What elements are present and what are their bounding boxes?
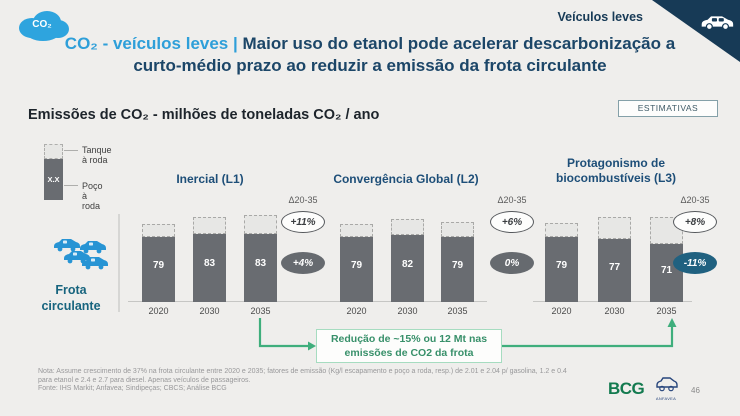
bar-value-label: 82 [401,259,414,270]
footnote-line-1: Nota: Assume crescimento de 37% na frota… [38,368,567,375]
bar-value-label: 77 [608,262,621,273]
bar-poco-segment: 77 [598,239,631,302]
bar-poco-segment: 83 [244,234,277,302]
delta-tanque-badge: +6% [490,211,534,233]
estimates-badge: ESTIMATIVAS [618,100,718,117]
delta-tanque-badge: +11% [281,211,325,233]
legend-poco-label: Poço à roda [82,181,103,211]
scenario-title-l2: Convergência Global (L2) [333,172,479,186]
year-tick-label: 2035 [250,306,271,316]
bar-value-label: 83 [254,258,267,269]
bar-tanque-segment [441,222,474,237]
bar-value-label: 83 [203,258,216,269]
reduction-callout: Redução de ~15% ou 12 Mt nas emissões de… [316,329,502,363]
anfavea-logo: ANFAVEA [653,376,679,402]
delta-header: Δ20-35 [288,195,318,205]
footnote: Nota: Assume crescimento de 37% na frota… [38,368,598,394]
bar-poco-segment: 79 [441,237,474,302]
bar-value-label: 79 [451,260,464,271]
bar-tanque-segment [340,224,373,237]
co2-cloud-icon: CO₂ [13,6,75,44]
axis-baseline [128,301,332,302]
chart-convergencia-l2: 79 2020 82 2030 79 2035 [330,192,487,316]
anfavea-logo-text: ANFAVEA [655,396,677,401]
bar-tanque-segment [193,217,226,234]
co2-cloud-label: CO₂ [32,19,52,30]
bar-poco-segment: 83 [193,234,226,302]
title-separator: | [233,34,238,53]
bar-value-label: 79 [350,260,363,271]
page-number: 46 [691,386,700,395]
title-line-1-rest: Maior uso do etanol pode acelerar descar… [242,34,676,53]
bar-value-label: 71 [660,265,673,276]
year-tick-label: 2030 [397,306,418,316]
footnote-source: Fonte: IHS Markit; Anfavea; Sindipeças; … [38,385,227,393]
bar-poco-segment: 79 [142,237,175,302]
corner-tag-label: Veículos leves [557,10,643,24]
scenario-title-l3: Protagonismo de biocombustíveis (L3) [555,156,677,185]
bar-poco-segment: 79 [545,237,578,302]
title-line-1: CO₂ - veículos leves | Maior uso do etan… [20,33,720,55]
year-tick-label: 2030 [199,306,220,316]
bar-tanque-segment [391,219,424,235]
bar-poco-segment: 71 [650,244,683,302]
car-icon [701,16,734,30]
chart-biocombustiveis-l3: 79 2020 77 2030 71 2035 [533,192,692,316]
bar-tanque-segment [598,217,631,239]
title-highlight: CO₂ - veículos leves [64,34,229,53]
bar-tanque-segment [142,224,175,237]
legend-connector [64,150,78,151]
delta-poco-badge: +4% [281,252,325,274]
bar-value-label: 79 [152,260,165,271]
bar-tanque-segment [244,215,277,234]
title-line-2: curto-médio prazo ao reduzir a emissão d… [133,56,607,75]
year-tick-label: 2020 [346,306,367,316]
slide-title: CO₂ - veículos leves | Maior uso do etan… [20,33,720,77]
legend-tanque-label: Tanque à roda [82,145,112,165]
bar-tanque-segment [545,223,578,237]
year-tick-label: 2020 [148,306,169,316]
row-label-frota-circulante: Frota circulante [41,283,101,313]
delta-tanque-badge: +8% [673,211,717,233]
footnote-line-2: para etanol e 2.4 e 2.7 para diesel. Ape… [38,376,251,384]
bar-poco-segment: 79 [340,237,373,302]
delta-poco-badge: 0% [490,252,534,274]
bar-value-label: 79 [555,260,568,271]
legend-tanque-segment [44,144,63,159]
legend-connector [64,185,78,186]
delta-header: Δ20-35 [497,195,527,205]
year-tick-label: 2030 [604,306,625,316]
delta-header: Δ20-35 [680,195,710,205]
scenario-title-l1: Inercial (L1) [176,172,244,186]
year-tick-label: 2035 [447,306,468,316]
legend-poco-segment: X.X [44,159,63,200]
chart-inercial-l1: 79 2020 83 2030 83 2035 [128,192,332,316]
delta-poco-badge: -11% [673,252,717,274]
year-tick-label: 2020 [551,306,572,316]
bcg-logo: BCG [608,379,645,398]
bar-poco-segment: 82 [391,235,424,302]
year-tick-label: 2035 [656,306,677,316]
chart-title: Emissões de CO₂ - milhões de toneladas C… [28,107,380,123]
vertical-divider [118,214,120,312]
cars-cluster-icon [54,239,108,270]
